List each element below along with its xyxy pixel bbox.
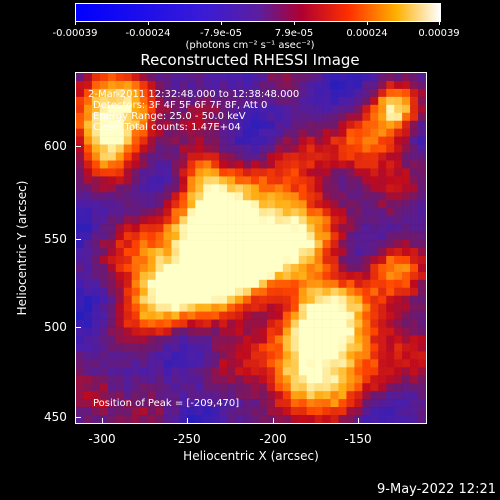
colorbar-tick-label: -7.9e-05 (200, 28, 242, 39)
colorbar-tick-label: -0.00024 (125, 28, 171, 39)
peak-position-label: Position of Peak = [-209,470] (93, 398, 240, 409)
clean-counts-label: Clean Total counts: 1.47E+04 (93, 122, 241, 133)
detectors-label: Detectors: 3F 4F 5F 6F 7F 8F, Att 0 (93, 100, 268, 111)
colorbar (75, 3, 441, 22)
x-axis-label: Heliocentric X (arcsec) (183, 449, 319, 463)
x-tick-label: -300 (88, 432, 116, 446)
timestamp: 9-May-2022 12:21 (377, 482, 496, 497)
colorbar-tick-label: 0.00024 (346, 28, 388, 39)
y-tick-label: 500 (44, 320, 67, 334)
time-range-label: 2-Mar-2011 12:32:48.000 to 12:38:48.000 (88, 89, 300, 100)
rhessi-image-panel (75, 72, 427, 424)
colorbar-tick-label: 7.9e-05 (274, 28, 314, 39)
rhessi-image (76, 73, 426, 423)
image-title: Reconstructed RHESSI Image (140, 51, 360, 69)
colorbar-units: (photons cm⁻² s⁻¹ asec⁻²) (185, 40, 315, 51)
colorbar-tick-label: -0.00039 (52, 28, 98, 39)
x-tick-label: -250 (173, 432, 201, 446)
y-tick-label: 550 (44, 232, 67, 246)
y-tick-label: 450 (44, 410, 67, 424)
image-pixels (76, 73, 426, 423)
y-axis-label: Heliocentric Y (arcsec) (15, 180, 29, 316)
x-tick-label: -200 (259, 432, 287, 446)
colorbar-tick-label: 0.00039 (418, 28, 460, 39)
y-tick-label: 600 (44, 139, 67, 153)
energy-range-label: Energy Range: 25.0 - 50.0 keV (93, 111, 246, 122)
x-tick-label: -150 (344, 432, 372, 446)
